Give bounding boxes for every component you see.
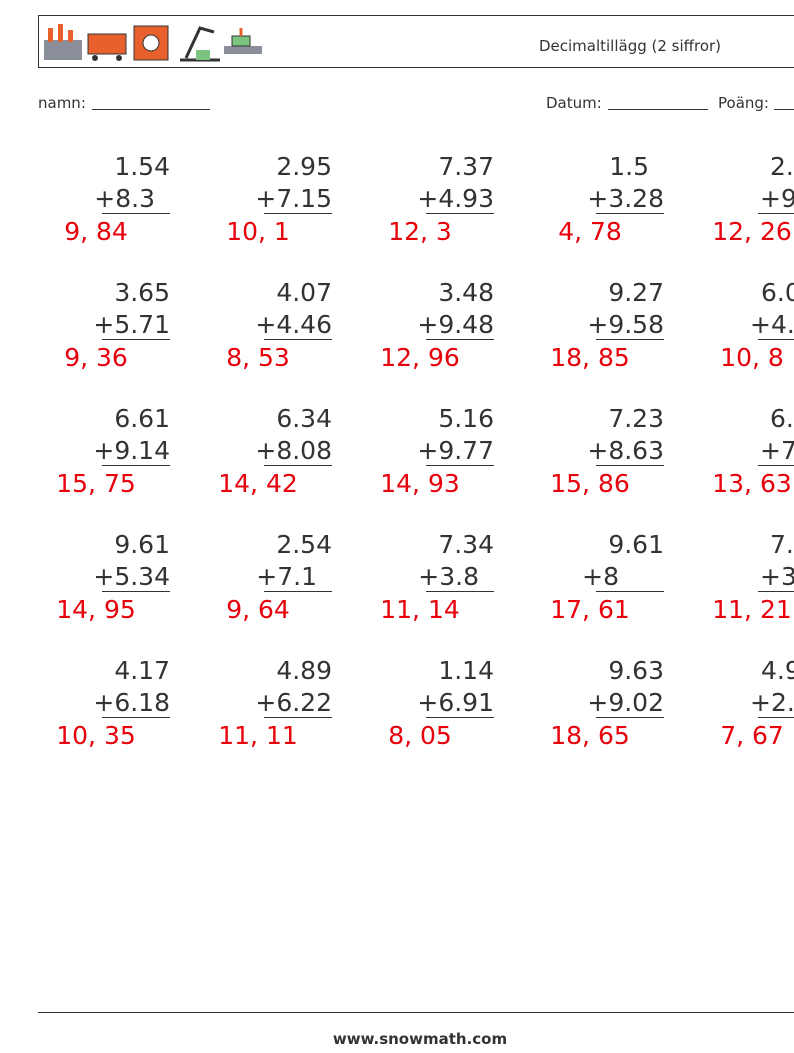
bottom-number: +9.02 <box>587 688 664 717</box>
answer: 11, 14 <box>380 595 460 624</box>
answer: 9, 64 <box>226 595 290 624</box>
answer: 10, 8 <box>720 343 784 372</box>
top-number: 9.61 <box>608 530 664 559</box>
bottom-number: +4.93 <box>417 184 494 213</box>
answer: 11, 21 <box>712 595 792 624</box>
bottom-number: +6.18 <box>93 688 170 717</box>
bottom-number: +8.08 <box>255 436 332 465</box>
answer: 14, 93 <box>380 469 460 498</box>
top-number: 4.9 <box>761 656 794 685</box>
top-number: 9.27 <box>608 278 664 307</box>
bottom-number: +8.63 <box>587 436 664 465</box>
top-number: 9.61 <box>114 530 170 559</box>
bottom-number: +8.3 <box>94 184 155 213</box>
name-label: namn: <box>38 94 86 112</box>
top-number: 7. <box>770 530 794 559</box>
top-number: 7.23 <box>608 404 664 433</box>
header-box <box>38 15 794 68</box>
answer: 14, 95 <box>56 595 136 624</box>
bottom-number: +7. <box>760 436 794 465</box>
top-number: 2. <box>770 152 794 181</box>
top-number: 3.65 <box>114 278 170 307</box>
answer: 18, 65 <box>550 721 630 750</box>
bottom-number: +8 <box>582 562 619 591</box>
answer: 12, 3 <box>388 217 452 246</box>
top-number: 2.95 <box>276 152 332 181</box>
answer: 9, 84 <box>64 217 128 246</box>
bottom-number: +9.58 <box>587 310 664 339</box>
answer: 10, 1 <box>226 217 290 246</box>
top-number: 4.17 <box>114 656 170 685</box>
bottom-number: +2.6 <box>750 688 794 717</box>
top-number: 6. <box>770 404 794 433</box>
top-number: 7.34 <box>438 530 494 559</box>
answer: 7, 67 <box>720 721 784 750</box>
answer: 15, 86 <box>550 469 630 498</box>
bottom-number: +3. <box>760 562 794 591</box>
bottom-number: +7.15 <box>255 184 332 213</box>
bottom-number: +6.91 <box>417 688 494 717</box>
answer: 18, 85 <box>550 343 630 372</box>
top-number: 2.54 <box>276 530 332 559</box>
answer: 10, 35 <box>56 721 136 750</box>
bottom-number: +7.1 <box>256 562 317 591</box>
bottom-number: +5.34 <box>93 562 170 591</box>
top-number: 6.61 <box>114 404 170 433</box>
bottom-number: +4.46 <box>255 310 332 339</box>
problems: 1.54 +8.3 9, 84 2.95 +7.15 10, 1 7.37 +4.93 12, … <box>56 152 794 750</box>
answer: 8, 53 <box>226 343 290 372</box>
top-number: 3.48 <box>438 278 494 307</box>
answer: 12, 26 <box>712 217 792 246</box>
answer: 15, 75 <box>56 469 136 498</box>
footer-site: www.snowmath.com <box>333 1030 507 1048</box>
top-number: 1.54 <box>114 152 170 181</box>
answer: 12, 96 <box>380 343 460 372</box>
top-number: 1.5 <box>609 152 649 181</box>
answer: 13, 63 <box>712 469 792 498</box>
date-label: Datum: <box>546 94 602 112</box>
title: Decimaltillägg (2 siffror) <box>539 37 721 55</box>
top-number: 1.14 <box>438 656 494 685</box>
bottom-number: +5.71 <box>93 310 170 339</box>
answer: 4, 78 <box>558 217 622 246</box>
top-number: 9.63 <box>608 656 664 685</box>
top-number: 4.07 <box>276 278 332 307</box>
bottom-number: +9. <box>760 184 794 213</box>
top-number: 6.0 <box>761 278 794 307</box>
logos <box>44 24 262 62</box>
score-label: Poäng: <box>718 94 769 112</box>
top-number: 7.37 <box>438 152 494 181</box>
bottom-number: +9.77 <box>417 436 494 465</box>
bottom-number: +9.48 <box>417 310 494 339</box>
bottom-number: +3.8 <box>418 562 479 591</box>
bottom-number: +4.7 <box>750 310 794 339</box>
top-number: 5.16 <box>438 404 494 433</box>
answer: 8, 05 <box>388 721 452 750</box>
bottom-number: +3.28 <box>587 184 664 213</box>
answer: 14, 42 <box>218 469 298 498</box>
bottom-number: +9.14 <box>93 436 170 465</box>
answer: 11, 11 <box>218 721 298 750</box>
answer: 17, 61 <box>550 595 630 624</box>
bottom-number: +6.22 <box>255 688 332 717</box>
answer: 9, 36 <box>64 343 128 372</box>
top-number: 4.89 <box>276 656 332 685</box>
top-number: 6.34 <box>276 404 332 433</box>
